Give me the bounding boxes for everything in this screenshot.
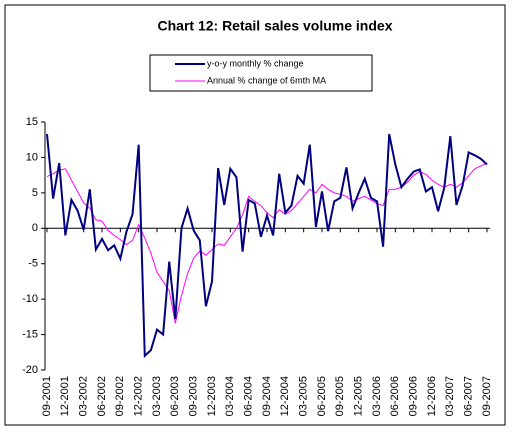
- x-tick-label: 12-2005: [353, 376, 365, 416]
- chart-title: Chart 12: Retail sales volume index: [158, 18, 393, 34]
- legend-box: [149, 54, 373, 92]
- x-tick-label: 06-2004: [243, 376, 255, 416]
- y-tick-label: 15: [26, 116, 38, 128]
- x-tick-label: 06-2002: [96, 376, 108, 416]
- x-tick-label: 03-2002: [78, 376, 90, 416]
- x-tick-label: 03-2003: [151, 376, 163, 416]
- x-tick-label: 12-2001: [59, 376, 71, 416]
- y-tick-label: 5: [32, 187, 38, 199]
- x-tick-label: 06-2006: [389, 376, 401, 416]
- legend-label: y-o-y monthly % change: [207, 58, 304, 68]
- x-tick-label: 03-2006: [371, 376, 383, 416]
- x-tick-label: 06-2005: [316, 376, 328, 416]
- x-tick-label: 09-2006: [408, 376, 420, 416]
- x-tick-label: 03-2007: [444, 376, 456, 416]
- y-tick-label: -20: [22, 364, 38, 376]
- x-tick-label: 09-2004: [261, 376, 273, 416]
- x-tick-label: 03-2005: [298, 376, 310, 416]
- y-tick-label: -10: [22, 293, 38, 305]
- x-tick-label: 12-2004: [279, 376, 291, 416]
- x-tick-label: 06-2007: [463, 376, 475, 416]
- x-tick-label: 06-2003: [169, 376, 181, 416]
- x-tick-label: 12-2006: [426, 376, 438, 416]
- y-tick-label: -5: [28, 258, 38, 270]
- series-line: [46, 133, 488, 359]
- x-tick-label: 12-2003: [206, 376, 218, 416]
- x-tick-label: 09-2001: [41, 376, 53, 416]
- x-tick-label: 09-2003: [188, 376, 200, 416]
- x-tick-label: 12-2002: [133, 376, 145, 416]
- x-tick-label: 09-2005: [334, 376, 346, 416]
- y-tick-label: -15: [22, 328, 38, 340]
- x-tick-label: 03-2004: [224, 376, 236, 416]
- x-tick-label: 09-2007: [481, 376, 493, 416]
- y-tick-label: 0: [32, 222, 38, 234]
- legend-label: Annual % change of 6mth MA: [207, 75, 326, 85]
- x-tick-label: 09-2002: [114, 376, 126, 416]
- y-tick-label: 10: [26, 151, 38, 163]
